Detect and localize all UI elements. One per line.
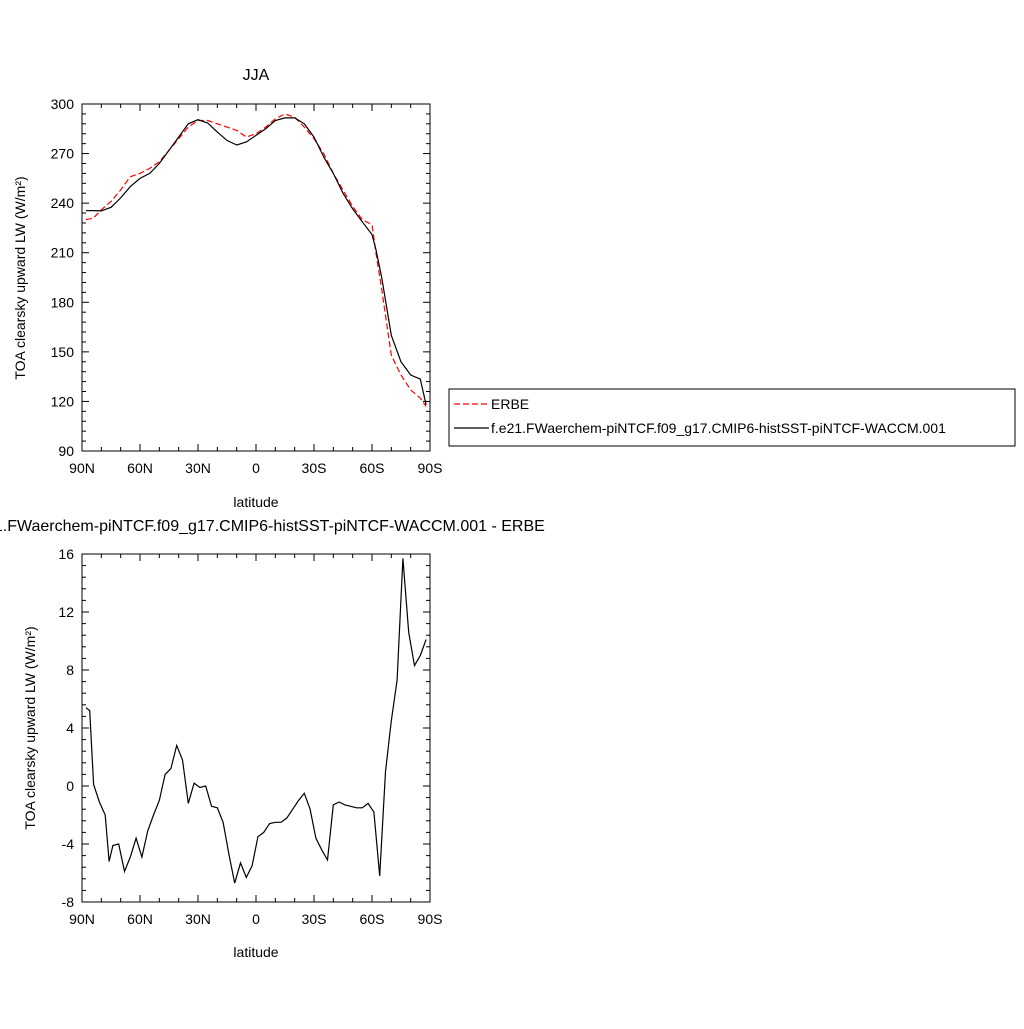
legend-label-erbe: ERBE	[491, 396, 529, 412]
bottom-y-tick-labels: 16 12 8 4 0 -4 -8	[58, 546, 74, 910]
top-x-tick-label: 0	[252, 460, 260, 476]
bottom-x-tick-labels: 90N 60N 30N 0 30S 60S 90S	[69, 911, 442, 927]
bottom-y-tick-label: 4	[66, 720, 74, 736]
bottom-plot-title: f.e21.FWaerchem-piNTCF.f09_g17.CMIP6-his…	[0, 518, 545, 535]
bottom-y-tick-label: 8	[66, 662, 74, 678]
top-series-lines	[85, 113, 427, 407]
top-y-tick-label: 150	[51, 344, 75, 360]
bottom-x-tick-label: 90S	[418, 911, 443, 927]
bottom-axis-ticks	[81, 553, 431, 903]
top-y-tick-label: 180	[51, 294, 75, 310]
bottom-x-tick-label: 60N	[127, 911, 153, 927]
top-x-tick-label: 60S	[360, 460, 385, 476]
top-x-tick-label: 60N	[127, 460, 153, 476]
bottom-x-tick-label: 30N	[185, 911, 211, 927]
legend-label-model: f.e21.FWaerchem-piNTCF.f09_g17.CMIP6-his…	[491, 420, 946, 436]
bottom-x-tick-label: 30S	[302, 911, 327, 927]
bottom-y-tick-label: 16	[58, 546, 74, 562]
bottom-x-tick-label: 90N	[69, 911, 95, 927]
bottom-y-tick-label: 12	[58, 604, 74, 620]
top-x-tick-label: 30N	[185, 460, 211, 476]
bottom-y-tick-label: -4	[62, 836, 75, 852]
bottom-y-tick-label: -8	[62, 894, 75, 910]
top-plot-frame	[81, 103, 431, 452]
top-y-tick-label: 210	[51, 245, 75, 261]
bottom-x-tick-label: 60S	[360, 911, 385, 927]
legend: ERBE f.e21.FWaerchem-piNTCF.f09_g17.CMIP…	[448, 388, 1016, 447]
legend-box	[448, 388, 1016, 447]
top-x-tick-label: 30S	[302, 460, 327, 476]
bottom-x-tick-label: 0	[252, 911, 260, 927]
top-y-tick-label: 120	[51, 393, 75, 409]
top-y-tick-labels: 300 270 240 210 180 150 120 90	[51, 96, 75, 459]
top-y-tick-label: 270	[51, 146, 75, 162]
top-series-line-model	[85, 117, 427, 405]
top-x-axis-title: latitude	[233, 494, 278, 510]
top-plot-title: JJA	[243, 67, 270, 84]
top-y-axis-title: TOA clearsky upward LW (W/m²)	[12, 176, 28, 379]
top-y-tick-label: 90	[58, 443, 74, 459]
top-y-tick-label: 300	[51, 96, 75, 112]
top-y-tick-label: 240	[51, 195, 75, 211]
top-x-tick-label: 90S	[418, 460, 443, 476]
top-x-tick-label: 90N	[69, 460, 95, 476]
top-axis-ticks	[81, 103, 431, 452]
bottom-panel: f.e21.FWaerchem-piNTCF.f09_g17.CMIP6-his…	[0, 518, 545, 960]
bottom-plot-frame	[81, 553, 431, 903]
bottom-x-axis-title: latitude	[233, 944, 278, 960]
top-series-line-erbe	[85, 113, 427, 407]
bottom-y-tick-label: 0	[66, 778, 74, 794]
bottom-y-axis-title: TOA clearsky upward LW (W/m²)	[22, 626, 38, 829]
bottom-series-lines	[85, 558, 427, 884]
top-panel: JJA 300 270 240 210 180 150 120 90 90N 60N 30N 0 30…	[12, 67, 442, 510]
bottom-series-line-difference	[85, 558, 427, 884]
top-x-tick-labels: 90N 60N 30N 0 30S 60S 90S	[69, 460, 442, 476]
